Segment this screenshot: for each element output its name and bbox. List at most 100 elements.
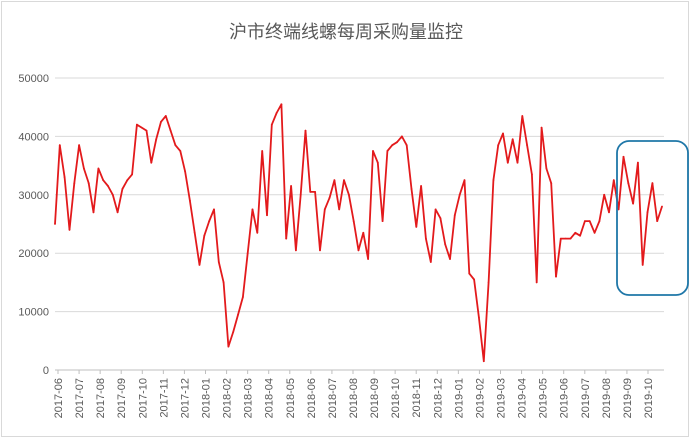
data-point xyxy=(126,179,129,182)
x-tick-label: 2017-12 xyxy=(179,378,191,418)
data-point xyxy=(323,208,326,211)
data-point xyxy=(449,258,451,260)
data-point xyxy=(290,185,292,187)
x-tick-label: 2018-04 xyxy=(264,378,276,418)
data-point xyxy=(136,123,138,126)
data-point xyxy=(102,179,105,182)
x-tick-label: 2017-08 xyxy=(95,378,107,418)
data-point xyxy=(73,182,76,185)
data-point xyxy=(367,258,369,260)
data-point xyxy=(83,167,85,170)
data-point xyxy=(622,155,625,158)
x-tick-label: 2017-07 xyxy=(74,378,86,418)
x-tick-label: 2018-03 xyxy=(243,378,255,418)
data-point xyxy=(270,123,273,126)
x-tick-label: 2019-04 xyxy=(517,378,529,418)
data-point xyxy=(656,220,659,223)
x-tick-label: 2018-10 xyxy=(390,378,402,418)
data-point xyxy=(487,281,490,284)
data-point xyxy=(579,234,581,237)
data-point xyxy=(434,208,437,211)
data-point xyxy=(208,220,211,223)
x-tick-label: 2018-11 xyxy=(411,378,423,418)
data-point xyxy=(338,208,341,211)
data-point xyxy=(603,193,606,196)
data-point xyxy=(232,331,235,333)
data-point xyxy=(87,182,90,185)
data-point xyxy=(612,179,615,182)
x-tick-label: 2019-10 xyxy=(643,378,655,418)
x-tick-label: 2019-07 xyxy=(580,378,592,418)
data-point xyxy=(584,220,586,223)
data-point xyxy=(531,173,533,176)
x-axis-ticks: 2017-06 2017-07 2017-08 2017-09 2017-10 2017-… xyxy=(53,370,655,418)
data-point xyxy=(189,199,191,202)
highlight-layer xyxy=(616,140,689,296)
data-point xyxy=(588,220,591,223)
x-tick-label: 2018-08 xyxy=(348,378,360,418)
data-point xyxy=(92,211,95,214)
data-point xyxy=(641,264,644,266)
data-point xyxy=(468,272,471,275)
x-tick-label: 2018-01 xyxy=(201,378,213,418)
data-point xyxy=(213,208,215,211)
data-point xyxy=(482,360,485,363)
data-point xyxy=(506,161,509,164)
data-point xyxy=(328,196,331,199)
data-point xyxy=(439,217,442,220)
data-point xyxy=(174,144,177,147)
data-point xyxy=(521,115,524,117)
data-point xyxy=(179,150,182,152)
data-point xyxy=(333,179,336,182)
x-tick-label: 2019-03 xyxy=(496,378,508,418)
data-point xyxy=(280,103,283,106)
y-tick-label: 50000 xyxy=(18,73,49,85)
data-point xyxy=(116,211,119,214)
data-point xyxy=(348,193,350,196)
grid-lines xyxy=(55,77,664,371)
data-point xyxy=(405,144,408,147)
data-point xyxy=(401,135,403,138)
data-point xyxy=(559,237,562,240)
chart-title: 沪市终端线螺每周采购量监控 xyxy=(229,22,463,43)
data-point xyxy=(391,144,394,147)
data-point xyxy=(550,182,553,185)
data-point xyxy=(627,182,630,185)
data-point xyxy=(304,129,307,132)
data-point xyxy=(261,150,264,152)
data-point xyxy=(661,205,663,208)
data-point xyxy=(246,252,249,255)
data-point xyxy=(169,129,172,132)
data-point xyxy=(420,185,422,187)
data-point xyxy=(314,191,316,193)
y-tick-label: 30000 xyxy=(18,190,49,202)
data-point xyxy=(429,261,432,263)
x-tick-label: 2018-06 xyxy=(306,378,318,418)
data-point xyxy=(564,237,567,240)
data-point xyxy=(58,144,61,147)
data-point xyxy=(637,161,639,164)
y-tick-label: 40000 xyxy=(18,131,49,143)
data-point xyxy=(386,150,389,152)
data-point xyxy=(646,211,649,214)
x-tick-label: 2019-05 xyxy=(538,378,550,418)
data-point xyxy=(184,170,187,173)
data-point xyxy=(410,188,413,190)
data-point xyxy=(319,249,321,252)
data-point xyxy=(107,185,109,187)
data-point xyxy=(651,182,654,185)
x-tick-label: 2018-07 xyxy=(327,378,339,418)
data-point xyxy=(68,228,71,231)
data-point xyxy=(309,191,312,193)
data-point xyxy=(444,243,447,246)
data-point xyxy=(497,144,500,147)
data-point xyxy=(593,231,596,234)
data-point xyxy=(478,316,480,319)
y-tick-label: 20000 xyxy=(18,248,49,260)
data-point xyxy=(198,264,201,266)
data-point xyxy=(145,129,148,132)
data-point xyxy=(574,231,577,234)
data-point xyxy=(193,231,196,234)
data-point xyxy=(63,176,66,179)
